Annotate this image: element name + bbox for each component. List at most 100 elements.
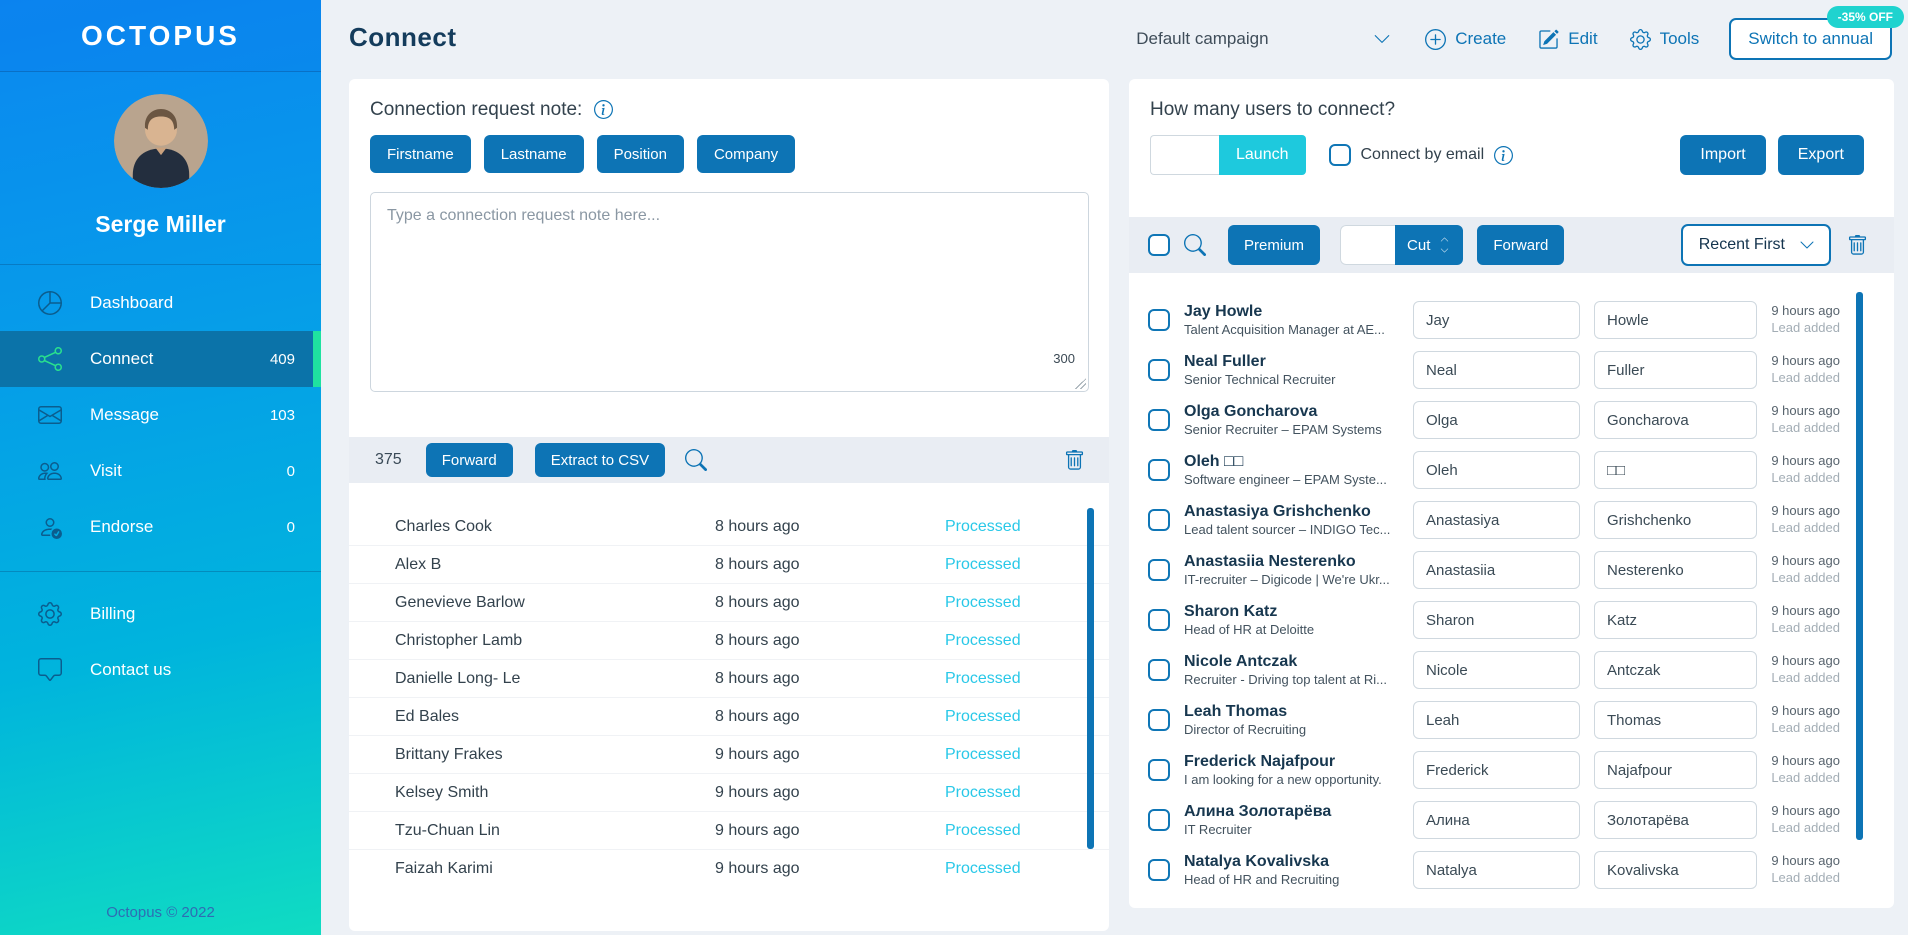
search-icon[interactable] xyxy=(685,449,707,471)
user-name-link[interactable]: Jay Howle xyxy=(1184,303,1263,320)
user-checkbox[interactable] xyxy=(1148,659,1170,681)
last-name-input[interactable] xyxy=(1594,401,1757,439)
scrollbar[interactable] xyxy=(1856,292,1863,840)
avatar[interactable] xyxy=(113,94,208,188)
user-checkbox[interactable] xyxy=(1148,359,1170,381)
create-button[interactable]: Create xyxy=(1425,29,1506,50)
first-name-input[interactable] xyxy=(1413,501,1580,539)
sidebar-item-visit[interactable]: Visit 0 xyxy=(0,443,321,499)
user-name-link[interactable]: Sharon Katz xyxy=(1184,603,1278,620)
user-name-link[interactable]: Neal Fuller xyxy=(1184,353,1266,370)
launch-button[interactable]: Launch xyxy=(1219,135,1306,175)
user-name-link[interactable]: Алина Золотарёва xyxy=(1184,803,1332,820)
user-checkbox[interactable] xyxy=(1148,609,1170,631)
processed-row[interactable]: Kelsey Smith 9 hours ago Processed xyxy=(349,774,1109,812)
processed-row[interactable]: Faizah Karimi 9 hours ago Processed xyxy=(349,850,1109,888)
last-name-input[interactable] xyxy=(1594,501,1757,539)
user-name-link[interactable]: Natalya Kovalivska xyxy=(1184,853,1329,870)
connection-note-textarea[interactable] xyxy=(370,192,1089,392)
sidebar-item-message[interactable]: Message 103 xyxy=(0,387,321,443)
sidebar-item-connect[interactable]: Connect 409 xyxy=(0,331,321,387)
select-all-checkbox[interactable] xyxy=(1148,234,1170,256)
user-name-link[interactable]: Nicole Antczak xyxy=(1184,653,1298,670)
first-name-input[interactable] xyxy=(1413,451,1580,489)
info-icon[interactable] xyxy=(594,100,613,119)
export-button[interactable]: Export xyxy=(1777,135,1864,175)
first-name-input[interactable] xyxy=(1413,701,1580,739)
edit-button[interactable]: Edit xyxy=(1538,29,1598,50)
processed-row[interactable]: Christopher Lamb 8 hours ago Processed xyxy=(349,622,1109,660)
last-name-input[interactable] xyxy=(1594,551,1757,589)
last-name-input[interactable] xyxy=(1594,801,1757,839)
processed-row[interactable]: Genevieve Barlow 8 hours ago Processed xyxy=(349,584,1109,622)
campaign-select[interactable]: Default campaign xyxy=(1136,29,1391,49)
user-checkbox[interactable] xyxy=(1148,309,1170,331)
processed-row[interactable]: Charles Cook 8 hours ago Processed xyxy=(349,508,1109,546)
first-name-input[interactable] xyxy=(1413,851,1580,889)
first-name-input[interactable] xyxy=(1413,551,1580,589)
users-count-input[interactable] xyxy=(1150,135,1219,175)
user-checkbox[interactable] xyxy=(1148,759,1170,781)
first-name-input[interactable] xyxy=(1413,601,1580,639)
forward-button[interactable]: Forward xyxy=(425,443,513,477)
processed-row[interactable]: Tzu-Chuan Lin 9 hours ago Processed xyxy=(349,812,1109,850)
cut-button[interactable]: Cut xyxy=(1395,225,1464,265)
resize-handle[interactable] xyxy=(1075,378,1086,389)
sort-select[interactable]: Recent First xyxy=(1680,224,1831,266)
lastname-tag-button[interactable]: Lastname xyxy=(483,135,584,173)
last-name-input[interactable] xyxy=(1594,301,1757,339)
first-name-input[interactable] xyxy=(1413,801,1580,839)
connect-by-email-checkbox[interactable] xyxy=(1328,144,1351,166)
cut-stepper[interactable] xyxy=(1438,235,1451,255)
user-checkbox[interactable] xyxy=(1148,709,1170,731)
last-name-input[interactable] xyxy=(1594,601,1757,639)
user-checkbox[interactable] xyxy=(1148,509,1170,531)
forward-button[interactable]: Forward xyxy=(1477,225,1565,265)
user-name-link[interactable]: Olga Goncharova xyxy=(1184,403,1318,420)
cut-count-input[interactable] xyxy=(1340,225,1396,265)
chat-icon xyxy=(38,658,62,682)
first-name-input[interactable] xyxy=(1413,751,1580,789)
last-name-input[interactable] xyxy=(1594,701,1757,739)
user-name-link[interactable]: Oleh □□ xyxy=(1184,453,1244,470)
user-name-link[interactable]: Anastasiya Grishchenko xyxy=(1184,503,1371,520)
user-checkbox[interactable] xyxy=(1148,809,1170,831)
last-name-input[interactable] xyxy=(1594,751,1757,789)
last-name-input[interactable] xyxy=(1594,351,1757,389)
import-button[interactable]: Import xyxy=(1680,135,1766,175)
sidebar-item-contact-us[interactable]: Contact us xyxy=(0,642,321,698)
trash-icon[interactable] xyxy=(1064,450,1085,471)
info-icon[interactable] xyxy=(1494,146,1513,165)
first-name-input[interactable] xyxy=(1413,651,1580,689)
position-tag-button[interactable]: Position xyxy=(596,135,684,173)
first-name-input[interactable] xyxy=(1413,351,1580,389)
extract-to-csv-button[interactable]: Extract to CSV xyxy=(534,443,666,477)
company-tag-button[interactable]: Company xyxy=(696,135,796,173)
last-name-input[interactable] xyxy=(1594,851,1757,889)
sidebar-item-billing[interactable]: Billing xyxy=(0,586,321,642)
user-checkbox[interactable] xyxy=(1148,459,1170,481)
user-name-link[interactable]: Leah Thomas xyxy=(1184,703,1288,720)
processed-row[interactable]: Ed Bales 8 hours ago Processed xyxy=(349,698,1109,736)
sidebar-item-endorse[interactable]: Endorse 0 xyxy=(0,499,321,555)
first-name-input[interactable] xyxy=(1413,301,1580,339)
user-name-link[interactable]: Anastasiia Nesterenko xyxy=(1184,553,1356,570)
user-name-link[interactable]: Frederick Najafpour xyxy=(1184,753,1336,770)
user-checkbox[interactable] xyxy=(1148,559,1170,581)
tools-button[interactable]: Tools xyxy=(1630,29,1699,50)
switch-to-annual-button[interactable]: Switch to annual xyxy=(1729,18,1892,60)
trash-icon[interactable] xyxy=(1847,235,1868,256)
firstname-tag-button[interactable]: Firstname xyxy=(370,135,471,173)
search-icon[interactable] xyxy=(1184,234,1206,256)
processed-row[interactable]: Alex B 8 hours ago Processed xyxy=(349,546,1109,584)
user-checkbox[interactable] xyxy=(1148,409,1170,431)
processed-row[interactable]: Danielle Long- Le 8 hours ago Processed xyxy=(349,660,1109,698)
user-checkbox[interactable] xyxy=(1148,859,1170,881)
last-name-input[interactable] xyxy=(1594,451,1757,489)
first-name-input[interactable] xyxy=(1413,401,1580,439)
last-name-input[interactable] xyxy=(1594,651,1757,689)
premium-button[interactable]: Premium xyxy=(1228,225,1321,265)
processed-row[interactable]: Brittany Frakes 9 hours ago Processed xyxy=(349,736,1109,774)
sidebar-item-dashboard[interactable]: Dashboard xyxy=(0,275,321,331)
scrollbar[interactable] xyxy=(1087,508,1094,849)
